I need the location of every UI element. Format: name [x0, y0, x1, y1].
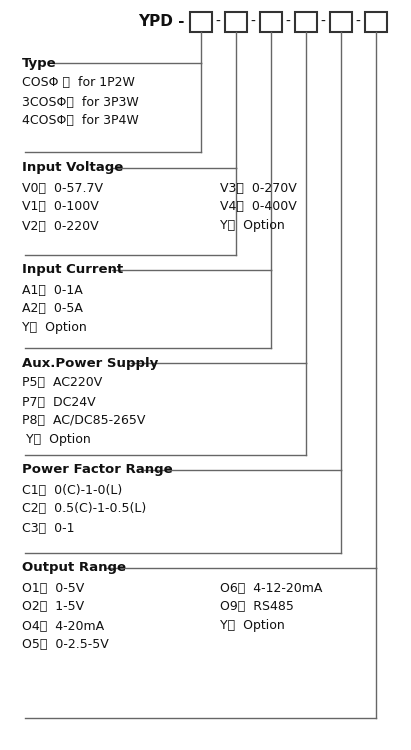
- Text: 3COSΦ：  for 3P3W: 3COSΦ： for 3P3W: [22, 95, 139, 109]
- Text: Type: Type: [22, 56, 57, 70]
- Text: V3：  0-270V: V3： 0-270V: [220, 182, 297, 194]
- Bar: [225, 12, 247, 32]
- Bar: [330, 12, 352, 32]
- Text: O4：  4-20mA: O4： 4-20mA: [22, 620, 104, 632]
- Text: V0：  0-57.7V: V0： 0-57.7V: [22, 182, 103, 194]
- Text: A1：  0-1A: A1： 0-1A: [22, 284, 83, 296]
- Text: -: -: [355, 15, 360, 29]
- Text: Y：  Option: Y： Option: [220, 220, 285, 232]
- Bar: [295, 12, 317, 32]
- Text: V1：  0-100V: V1： 0-100V: [22, 200, 99, 214]
- Text: Y：  Option: Y： Option: [22, 433, 91, 446]
- Text: Output Range: Output Range: [22, 562, 126, 574]
- Text: Power Factor Range: Power Factor Range: [22, 464, 173, 476]
- Text: O2：  1-5V: O2： 1-5V: [22, 601, 84, 613]
- Text: O9：  RS485: O9： RS485: [220, 601, 294, 613]
- Bar: [365, 12, 387, 32]
- Text: P8：  AC/DC85-265V: P8： AC/DC85-265V: [22, 415, 145, 428]
- Text: -: -: [320, 15, 325, 29]
- Text: O1：  0-5V: O1： 0-5V: [22, 581, 84, 595]
- Text: Y：  Option: Y： Option: [22, 322, 87, 334]
- Bar: [190, 12, 212, 32]
- Text: -: -: [215, 15, 220, 29]
- Text: V4：  0-400V: V4： 0-400V: [220, 200, 297, 214]
- Text: V2：  0-220V: V2： 0-220V: [22, 220, 99, 232]
- Text: Aux.Power Supply: Aux.Power Supply: [22, 356, 158, 370]
- Text: Input Voltage: Input Voltage: [22, 161, 123, 175]
- Text: C2：  0.5(C)-1-0.5(L): C2： 0.5(C)-1-0.5(L): [22, 503, 146, 515]
- Bar: [260, 12, 282, 32]
- Text: C1：  0(C)-1-0(L): C1： 0(C)-1-0(L): [22, 484, 122, 496]
- Text: Y：  Option: Y： Option: [220, 620, 285, 632]
- Text: P7：  DC24V: P7： DC24V: [22, 395, 96, 409]
- Text: O5：  0-2.5-5V: O5： 0-2.5-5V: [22, 638, 109, 652]
- Text: YPD -: YPD -: [139, 14, 185, 29]
- Text: O6：  4-12-20mA: O6： 4-12-20mA: [220, 581, 322, 595]
- Text: COSΦ ：  for 1P2W: COSΦ ： for 1P2W: [22, 76, 135, 89]
- Text: A2：  0-5A: A2： 0-5A: [22, 302, 83, 316]
- Text: -: -: [285, 15, 290, 29]
- Text: C3：  0-1: C3： 0-1: [22, 521, 74, 535]
- Text: Input Current: Input Current: [22, 263, 123, 277]
- Text: -: -: [250, 15, 255, 29]
- Text: 4COSΦ：  for 3P4W: 4COSΦ： for 3P4W: [22, 115, 139, 128]
- Text: P5：  AC220V: P5： AC220V: [22, 376, 102, 389]
